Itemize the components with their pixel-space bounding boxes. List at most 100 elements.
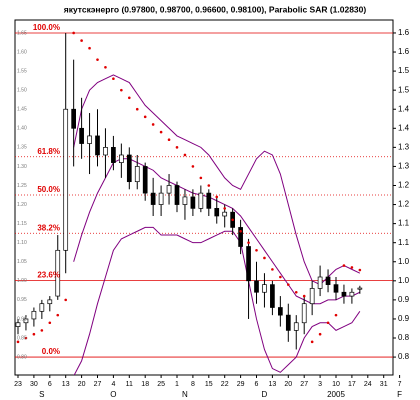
candle-body xyxy=(325,276,331,285)
fib-label: 0.0% xyxy=(42,347,60,356)
y-tick-label: 1.1 xyxy=(398,238,410,247)
left-tick-label: 0.80 xyxy=(17,354,27,360)
candle-body xyxy=(357,287,363,290)
sar-dot xyxy=(310,340,314,344)
month-label: O xyxy=(110,390,116,399)
month-label: 2005 xyxy=(327,390,345,399)
sar-dot xyxy=(167,138,171,142)
sar-dot xyxy=(48,321,52,325)
sar-dot xyxy=(207,184,211,187)
x-tick-label: 22 xyxy=(221,381,229,388)
sar-dot xyxy=(32,332,36,336)
left-tick-label: 1.40 xyxy=(17,126,27,132)
sar-dot xyxy=(294,290,298,294)
y-tick-label: 1.6 xyxy=(398,28,410,37)
x-tick-label: 29 xyxy=(237,381,245,388)
candle-body xyxy=(95,135,100,156)
sar-dot xyxy=(215,195,219,199)
sar-dot xyxy=(24,336,28,340)
x-tick-label: 23 xyxy=(14,381,22,388)
y-tick-label: 1.5 xyxy=(398,66,410,75)
candle-body xyxy=(150,192,156,205)
sar-dot xyxy=(40,329,44,332)
x-tick-label: 30 xyxy=(30,381,38,388)
y-tick-label: 0.9 xyxy=(398,314,410,323)
plot-area xyxy=(15,31,393,375)
x-tick-label: 11 xyxy=(126,381,133,388)
sar-dot xyxy=(279,275,282,279)
y-tick-label: 1.1 xyxy=(398,219,410,228)
month-label: D xyxy=(262,390,268,399)
candle-body xyxy=(214,208,220,217)
sar-dot xyxy=(56,313,60,317)
candle-body xyxy=(142,166,148,194)
y-tick-label: 0.8 xyxy=(398,352,410,361)
y-tick-label: 0.8 xyxy=(398,333,410,342)
sar-dot xyxy=(151,123,155,126)
band-line xyxy=(73,74,361,286)
plot-frame xyxy=(14,19,394,376)
candle-body xyxy=(15,322,21,327)
sar-dot xyxy=(191,165,195,168)
x-tick-label: 27 xyxy=(300,381,308,388)
candle-body xyxy=(206,192,212,209)
sar-dot xyxy=(199,176,203,180)
candle-body xyxy=(349,291,355,297)
candle-body xyxy=(103,147,108,156)
sar-dot xyxy=(318,332,322,336)
left-tick-label: 1.00 xyxy=(17,278,27,284)
sar-dot xyxy=(342,264,346,267)
x-tick-label: 7 xyxy=(398,381,402,388)
candle-body xyxy=(47,299,53,305)
left-tick-label: 1.20 xyxy=(17,202,27,208)
sar-dot xyxy=(72,31,75,35)
sar-dot xyxy=(350,266,354,269)
candle-body xyxy=(111,147,116,163)
x-tick-label: 18 xyxy=(141,381,149,388)
candle-body xyxy=(270,284,275,308)
left-tick-label: 1.10 xyxy=(17,240,27,246)
sar-dot xyxy=(64,298,67,302)
candle-body xyxy=(301,303,307,324)
fib-label: 61.8% xyxy=(37,147,60,156)
x-tick-label: 3 xyxy=(318,381,322,388)
sar-dot xyxy=(271,268,274,271)
sar-dot xyxy=(88,46,91,50)
candle-body xyxy=(158,192,164,205)
candle-body xyxy=(182,196,188,205)
x-tick-label: 24 xyxy=(364,381,372,388)
candle-body xyxy=(317,276,323,289)
candle-body xyxy=(333,284,339,293)
sar-dot xyxy=(135,107,139,111)
candle-body xyxy=(134,166,140,183)
sar-dot xyxy=(104,65,107,69)
sar-dot xyxy=(159,130,163,134)
candle-body xyxy=(174,185,180,205)
candle-body xyxy=(254,280,259,293)
x-tick-label: 1 xyxy=(175,381,179,388)
x-tick-label: 10 xyxy=(332,381,340,388)
sar-dot xyxy=(239,229,242,233)
sar-dot xyxy=(183,153,187,157)
candle-body xyxy=(278,307,283,316)
left-tick-label: 0.90 xyxy=(17,316,27,322)
y-tick-label: 1.0 xyxy=(398,257,410,266)
candle-body xyxy=(79,127,84,144)
y-tick-label: 1.3 xyxy=(398,162,410,171)
sar-dot xyxy=(96,58,99,61)
candle-body xyxy=(285,314,291,331)
y-tick-label: 1.3 xyxy=(398,142,410,151)
left-tick-label: 1.05 xyxy=(17,259,27,265)
x-tick-label: 31 xyxy=(380,381,388,388)
candle-body xyxy=(31,310,37,320)
candle-body xyxy=(246,246,251,282)
candle-body xyxy=(118,154,124,163)
x-tick-label: 13 xyxy=(62,381,70,388)
y-tick-label: 1.5 xyxy=(398,85,410,94)
month-label: F xyxy=(397,390,402,399)
left-tick-label: 1.35 xyxy=(17,145,27,151)
month-label: S xyxy=(39,390,44,399)
sar-dot xyxy=(128,96,131,100)
fib-label: 50.0% xyxy=(37,185,60,194)
sar-dot xyxy=(326,321,330,325)
